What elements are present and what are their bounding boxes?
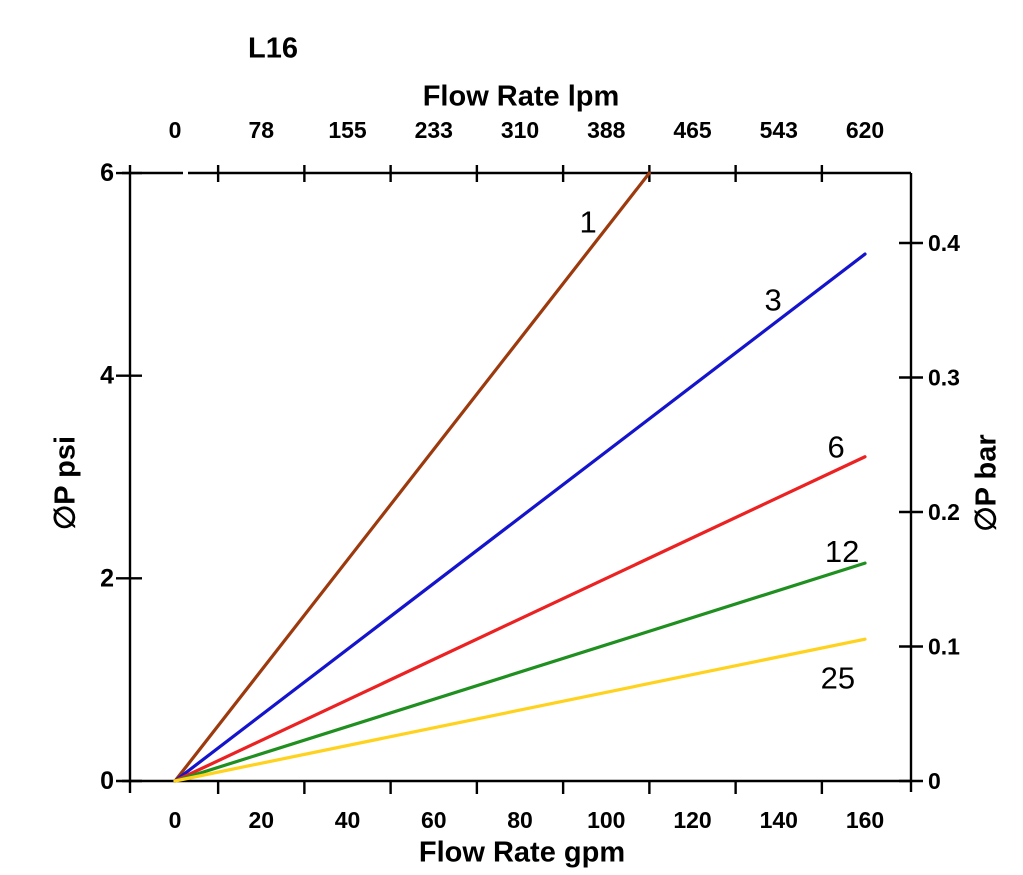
series-label-3: 3 bbox=[765, 283, 782, 318]
x-tick-label-top: 310 bbox=[501, 117, 539, 143]
x-tick-label-bottom: 40 bbox=[335, 807, 361, 833]
series-line-6 bbox=[173, 455, 867, 783]
x-tick-label-bottom: 20 bbox=[248, 807, 274, 833]
x-tick-label-bottom: 80 bbox=[507, 807, 533, 833]
x-tick-label-bottom: 100 bbox=[587, 807, 625, 833]
x-tick-label-top: 233 bbox=[415, 117, 453, 143]
x-tick-label-bottom: 0 bbox=[169, 807, 182, 833]
x-tick-label-top: 388 bbox=[587, 117, 626, 143]
y-tick-label-left: 4 bbox=[100, 362, 114, 390]
x-tick-label-bottom: 60 bbox=[421, 807, 447, 833]
bottom-axis-title: Flow Rate gpm bbox=[418, 836, 626, 869]
x-tick-label-bottom: 140 bbox=[760, 807, 798, 833]
x-tick-label-bottom: 160 bbox=[846, 807, 884, 833]
x-tick-label-top: 465 bbox=[673, 117, 712, 143]
x-tick-label-bottom: 120 bbox=[673, 807, 711, 833]
series-line-1 bbox=[173, 171, 651, 783]
series-line-25 bbox=[173, 637, 867, 783]
x-tick-label-top: 155 bbox=[328, 117, 367, 143]
y-tick-label-right: 0.3 bbox=[928, 365, 960, 391]
x-tick-label-top: 78 bbox=[248, 117, 274, 143]
y-tick-label-right: 0 bbox=[928, 768, 941, 794]
y-tick-label-left: 6 bbox=[100, 159, 114, 187]
x-tick-label-top: 620 bbox=[846, 117, 884, 143]
y-tick-label-right: 0.1 bbox=[928, 634, 960, 660]
x-tick-label-top: 0 bbox=[169, 117, 182, 143]
series-label-12: 12 bbox=[825, 534, 859, 569]
series-label-6: 6 bbox=[827, 430, 844, 465]
y-tick-label-left: 2 bbox=[100, 564, 114, 592]
top-axis-title: Flow Rate lpm bbox=[422, 80, 620, 113]
chart-title: L16 bbox=[248, 32, 298, 65]
y-tick-label-left: 0 bbox=[100, 767, 114, 795]
y-tick-label-right: 0.2 bbox=[928, 499, 960, 525]
x-tick-label-top: 543 bbox=[760, 117, 798, 143]
y-tick-label-right: 0.4 bbox=[928, 230, 960, 256]
series-label-1: 1 bbox=[580, 205, 597, 240]
series-line-3 bbox=[173, 252, 867, 783]
series-label-25: 25 bbox=[821, 661, 855, 696]
series-line-12 bbox=[173, 561, 867, 783]
